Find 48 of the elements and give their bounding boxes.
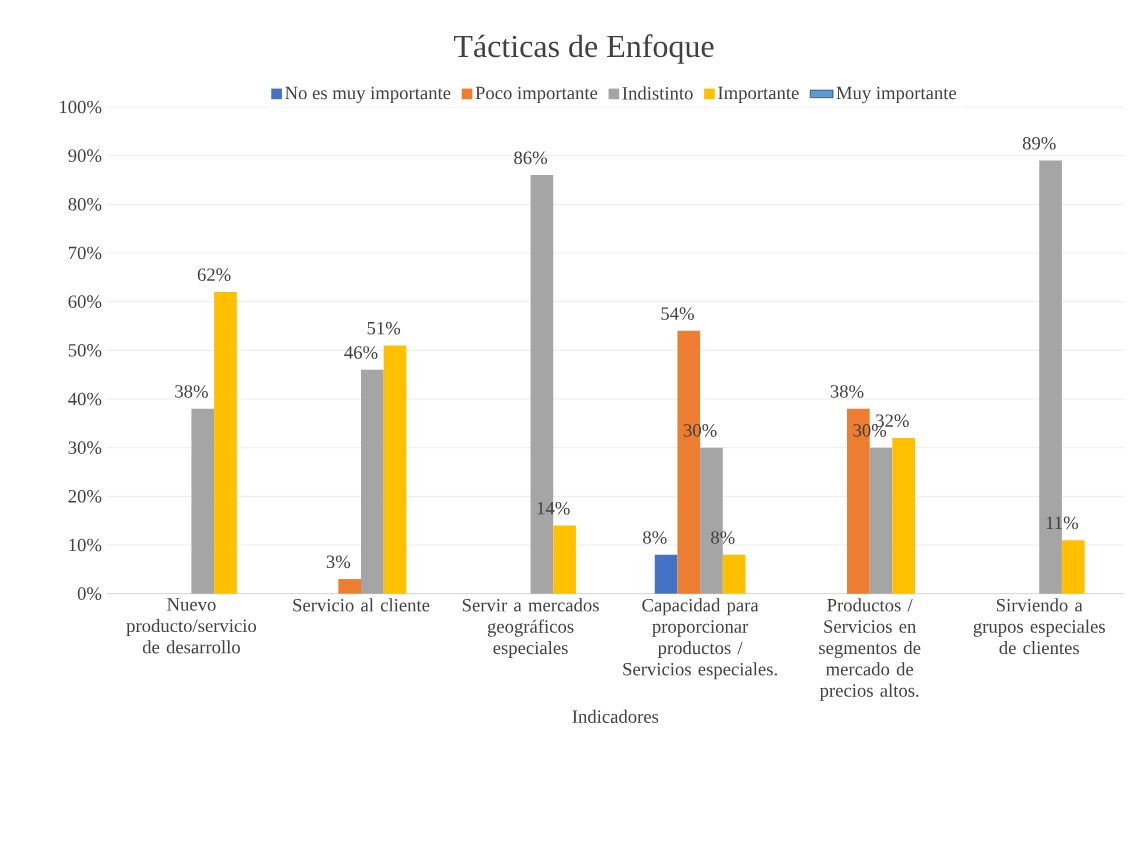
legend-label: No es muy importante xyxy=(285,86,451,104)
x-tick-label: Productos / Servicios en segmentos de mercado de precios altos. xyxy=(819,598,921,701)
legend-label: Importante xyxy=(718,86,799,103)
data-label: 38% xyxy=(175,385,208,398)
legend-label: Muy importante xyxy=(836,86,957,104)
legend-label: Indistinto xyxy=(622,86,693,100)
data-label: 38% xyxy=(830,385,864,398)
data-label: 14% xyxy=(537,501,570,515)
y-tick-label: 20% xyxy=(68,489,102,503)
bar xyxy=(338,579,361,594)
data-label: 62% xyxy=(197,268,231,281)
y-tick-label: 10% xyxy=(69,538,102,552)
y-tick-label: 50% xyxy=(68,343,102,357)
x-axis-title: Indicadores xyxy=(572,709,659,723)
data-label: 89% xyxy=(1022,136,1056,150)
bar xyxy=(383,345,407,594)
x-tick-label: Servir a mercados geográficos especiales xyxy=(462,598,599,658)
chart-title: Tácticas de Enfoque xyxy=(453,34,714,64)
y-tick-label: 80% xyxy=(68,197,102,211)
data-label: 3% xyxy=(326,555,351,569)
data-label: 11% xyxy=(1046,516,1079,530)
y-tick-label: 90% xyxy=(68,149,102,162)
bar xyxy=(654,554,678,594)
x-tick-label: Sirviendo a grupos especiales de clientes xyxy=(973,598,1105,655)
legend-label: Poco importante xyxy=(475,86,598,104)
data-label: 86% xyxy=(514,151,548,165)
y-tick-label: 60% xyxy=(68,295,102,308)
bar xyxy=(214,291,237,594)
x-tick-label: Nuevo producto/servicio de desarrollo xyxy=(126,598,257,654)
y-tick-label: 0% xyxy=(77,587,102,600)
bar xyxy=(892,437,915,594)
bar xyxy=(191,408,215,594)
bar xyxy=(722,554,746,594)
bar xyxy=(361,369,384,594)
x-tick-label: Servicio al cliente xyxy=(293,598,430,612)
y-tick-label: 70% xyxy=(68,246,102,260)
data-label: 54% xyxy=(661,307,694,320)
data-label: 8% xyxy=(711,531,735,544)
data-label: 8% xyxy=(643,531,667,544)
bar xyxy=(869,447,893,594)
x-tick-label: Capacidad para proporcionar productos / Servicios especiales. xyxy=(623,598,777,680)
bar xyxy=(553,525,576,594)
y-tick-label: 30% xyxy=(68,441,102,454)
data-label: 46% xyxy=(344,346,378,359)
data-label: 51% xyxy=(367,321,401,335)
y-tick-label: 40% xyxy=(68,392,102,406)
bar xyxy=(1061,540,1085,594)
y-tick-label: 100% xyxy=(60,100,102,114)
